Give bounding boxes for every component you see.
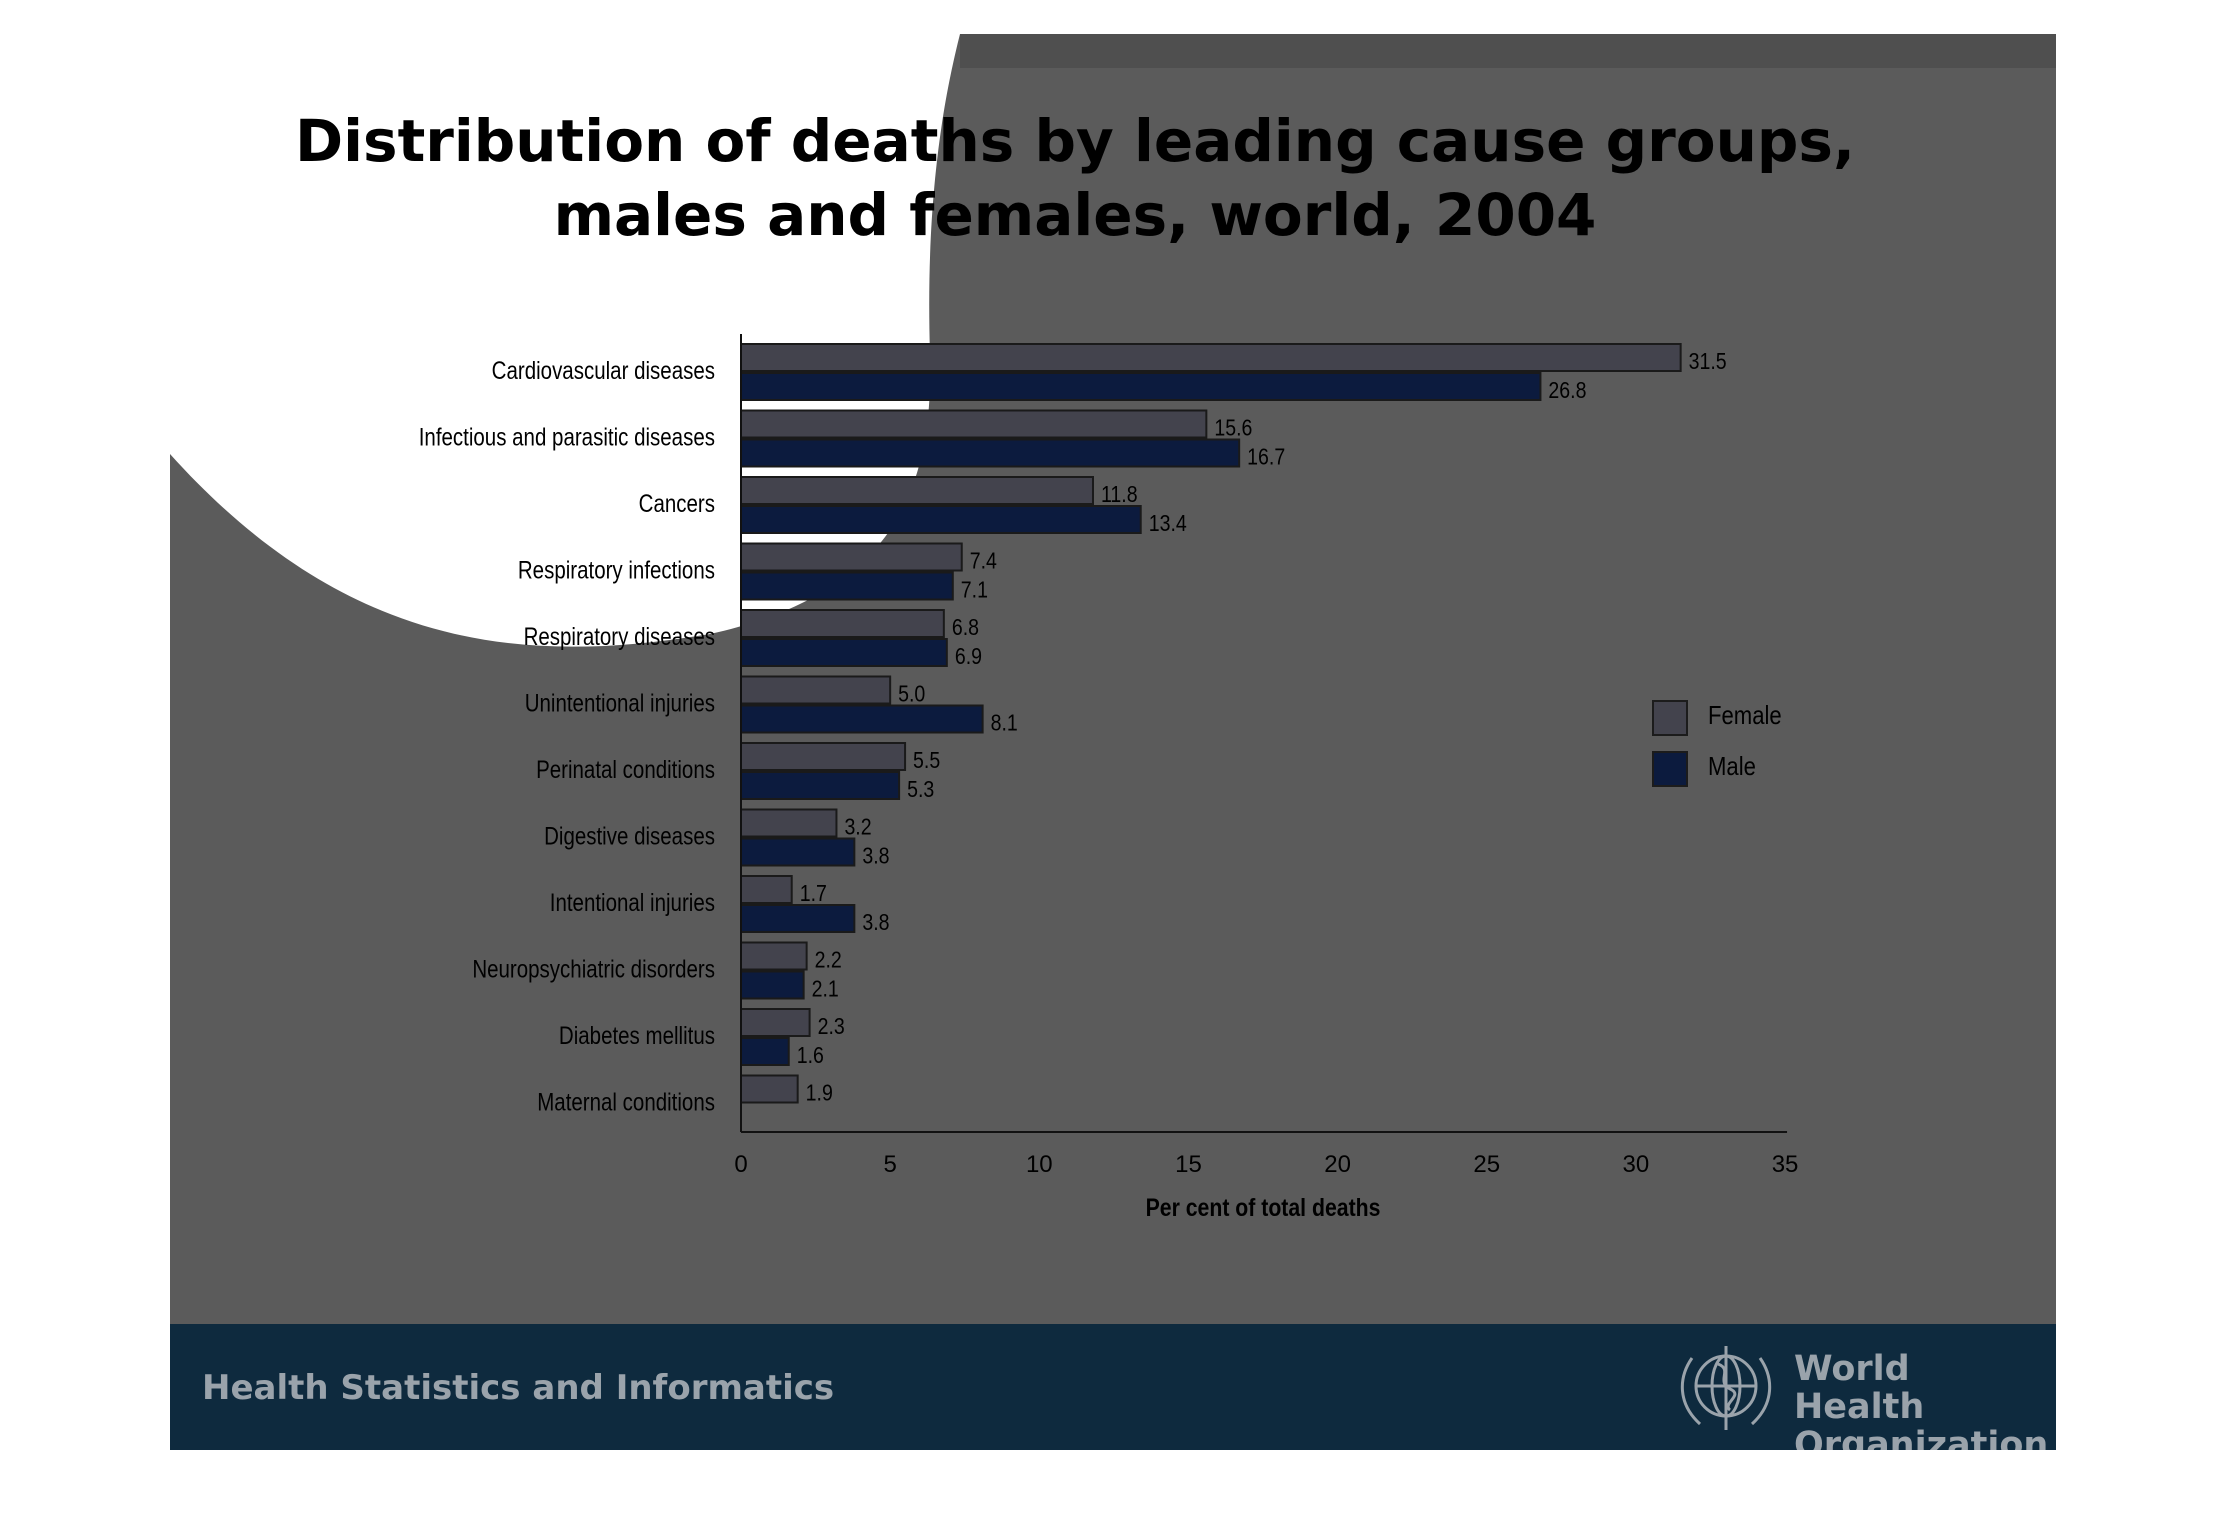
bar-value-label: 1.7	[800, 881, 827, 907]
bar-value-label: 7.1	[961, 577, 988, 603]
bar-value-label: 5.5	[913, 748, 940, 774]
bar-male	[740, 771, 901, 800]
bar-value-label: 15.6	[1214, 415, 1252, 441]
legend-label-male: Male	[1708, 751, 1756, 781]
legend-swatch-female	[1652, 700, 1688, 736]
bar-female	[740, 1074, 799, 1104]
x-axis-label: Per cent of total deaths	[1146, 1193, 1381, 1221]
slide: Distribution of deaths by leading cause …	[170, 34, 2056, 1450]
bar-female	[740, 875, 793, 904]
x-tick-label: 10	[1026, 1151, 1053, 1178]
bar-value-label: 2.1	[812, 976, 839, 1002]
bar-female	[740, 742, 907, 771]
bar-value-label: 11.8	[1101, 482, 1138, 508]
bar-female	[740, 808, 838, 838]
bar-female	[740, 476, 1094, 505]
x-tick-label: 20	[1324, 1151, 1351, 1178]
category-label: Diabetes mellitus	[559, 1021, 715, 1049]
bar-value-label: 16.7	[1247, 444, 1285, 470]
bar-female	[740, 409, 1208, 439]
category-label: Respiratory infections	[518, 556, 715, 584]
category-label: Digestive diseases	[544, 822, 715, 850]
bar-value-label: 8.1	[991, 710, 1018, 736]
x-tick-label: 0	[734, 1151, 747, 1178]
bar-value-label: 3.2	[844, 814, 871, 840]
x-tick-label: 30	[1623, 1151, 1650, 1178]
bar-value-label: 3.8	[862, 843, 889, 869]
bar-value-label: 1.9	[806, 1080, 833, 1106]
bar-female	[740, 1008, 811, 1037]
bars	[740, 343, 1682, 1104]
bar-value-label: 3.8	[862, 910, 889, 936]
category-label: Perinatal conditions	[536, 755, 715, 783]
x-tick-label: 15	[1175, 1151, 1202, 1178]
bar-value-label: 2.3	[818, 1014, 845, 1040]
x-tick-label: 5	[883, 1151, 896, 1178]
organization-name-line-2: Organization	[1794, 1425, 2049, 1450]
who-logo: World Health Organization	[1670, 1338, 2048, 1450]
bar-value-label: 2.2	[815, 947, 842, 973]
bar-value-label: 13.4	[1149, 511, 1187, 537]
bar-female	[740, 941, 808, 971]
bar-value-label: 5.3	[907, 777, 934, 803]
bar-female	[740, 542, 963, 572]
bar-value-labels: 31.5 26.8 15.6 16.7 11.8 13.4 7.4 7.1 6.8 6.9 5.0 8…	[797, 349, 1727, 1106]
chart-title: Distribution of deaths by leading cause …	[170, 104, 1980, 252]
category-labels: Cardiovascular diseases Infectious and pa…	[419, 356, 715, 1116]
category-label: Neuropsychiatric disorders	[472, 955, 715, 983]
bar-male	[740, 704, 984, 734]
category-label: Intentional injuries	[550, 888, 715, 916]
category-label: Respiratory diseases	[524, 622, 715, 650]
bar-value-label: 1.6	[797, 1043, 824, 1069]
legend-label-female: Female	[1708, 700, 1782, 730]
category-label: Cancers	[639, 489, 715, 517]
bar-chart: Cardiovascular diseases Infectious and pa…	[419, 334, 1798, 1221]
bar-female	[740, 343, 1682, 372]
chart-title-line-1: Distribution of deaths by leading cause …	[295, 107, 1855, 175]
category-label: Cardiovascular diseases	[492, 356, 715, 384]
legend-swatch-male	[1652, 751, 1688, 787]
chart-title-line-2: males and females, world, 2004	[553, 181, 1597, 249]
organization-name: World Health Organization	[1794, 1350, 2048, 1450]
bar-female	[740, 609, 945, 638]
bar-value-label: 26.8	[1548, 378, 1586, 404]
bar-male	[740, 372, 1542, 401]
bar-male	[740, 571, 954, 601]
x-tick-labels: 0 5 10 15 20 25 30 35	[734, 1151, 1798, 1178]
bar-value-label: 31.5	[1689, 349, 1727, 375]
organization-name-line-1: World Health	[1794, 1349, 1925, 1427]
category-label: Unintentional injuries	[525, 689, 715, 717]
bar-male	[740, 1037, 790, 1066]
bar-value-label: 6.9	[955, 644, 982, 670]
category-label: Maternal conditions	[537, 1088, 715, 1116]
bar-male	[740, 438, 1241, 468]
bar-male	[740, 837, 856, 867]
axes	[740, 334, 1788, 1133]
category-label: Infectious and parasitic diseases	[419, 423, 715, 451]
bar-value-label: 7.4	[970, 548, 997, 574]
bar-value-label: 5.0	[898, 681, 925, 707]
footer-text: Health Statistics and Informatics	[202, 1368, 835, 1408]
bar-value-label: 6.8	[952, 615, 979, 641]
bar-female	[740, 675, 892, 705]
bar-male	[740, 904, 856, 933]
bar-male	[740, 505, 1142, 534]
x-tick-label: 25	[1473, 1151, 1500, 1178]
footer-bar: Health Statistics and Informatics World …	[170, 1324, 2056, 1450]
who-emblem-icon	[1680, 1346, 1772, 1430]
x-tick-label: 35	[1772, 1151, 1799, 1178]
bar-male	[740, 970, 805, 1000]
bar-male	[740, 638, 948, 667]
